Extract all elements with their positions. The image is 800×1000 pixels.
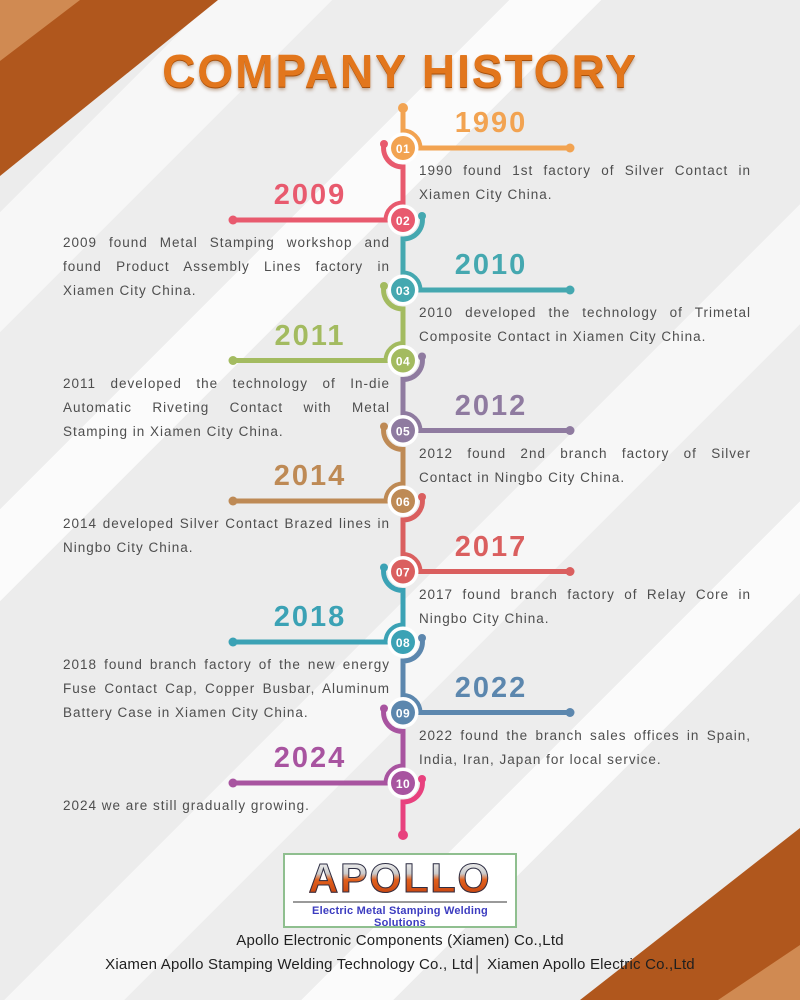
line-end-dot: [228, 215, 238, 225]
item-description: 2024 we are still gradually growing.: [63, 798, 310, 813]
node-number-label: 09: [396, 707, 410, 721]
timeline-end-dot: [398, 830, 408, 840]
year-label: 2010: [454, 249, 528, 281]
year-label: 2017: [454, 530, 528, 563]
year-label: 2018: [273, 601, 347, 633]
line-end-dot: [565, 426, 575, 435]
timeline-node: [391, 208, 415, 232]
timeline-connector: [400, 354, 573, 433]
item-description: 2011 developed the technology of In-die …: [63, 375, 390, 439]
logo-divider: [293, 901, 507, 903]
line-end-dot: [565, 143, 575, 153]
node-number-label: 06: [396, 495, 410, 509]
timeline-connector: [230, 565, 406, 645]
line-end-dot: [565, 567, 575, 576]
item-description: 2022 found the branch sales offices in S…: [419, 727, 751, 767]
hook-start-dot: [418, 634, 426, 642]
node-number-label: 01: [396, 142, 410, 156]
timeline-node: [391, 489, 415, 513]
item-description: 2017 found branch factory of Relay Core …: [419, 586, 751, 626]
timeline-node: [391, 559, 415, 584]
line-end-dot: [228, 496, 238, 506]
timeline-node: [391, 418, 415, 443]
year-label: 2022: [454, 671, 528, 704]
timeline-connector: [230, 706, 406, 786]
item-description: 2012 found 2nd branch factory of Silver …: [419, 445, 751, 485]
node-number-label: 04: [396, 355, 410, 369]
timeline-connector: [230, 141, 406, 223]
page-title: COMPANY HISTORY: [162, 45, 638, 97]
hook-start-dot: [380, 422, 388, 431]
timeline-start-dot: [398, 103, 408, 113]
item-description: 2014 developed Silver Contact Brazed lin…: [63, 516, 390, 555]
timeline-connector: [230, 424, 406, 504]
timeline-connector: [400, 635, 573, 715]
timeline-connector: [400, 494, 573, 574]
line-end-dot: [565, 285, 575, 295]
node-number-label: 05: [396, 425, 410, 439]
year-label: 1990: [454, 107, 528, 139]
timeline-node: [391, 278, 415, 302]
item-description: 2009 found Metal Stamping workshop and f…: [63, 235, 390, 298]
footer-company-line-1: Apollo Electronic Components (Xiamen) Co…: [236, 932, 564, 949]
timeline-connector: [400, 213, 573, 293]
node-number-label: 10: [396, 777, 410, 791]
timeline-node: [391, 136, 415, 160]
item-description: 2018 found branch factory of the new ene…: [63, 657, 390, 720]
timeline-node: [391, 700, 415, 725]
line-end-dot: [565, 708, 575, 717]
item-description: 1990 found 1st factory of Silver Contact…: [419, 163, 751, 202]
year-label: 2014: [273, 460, 347, 492]
timeline-node: [391, 348, 415, 373]
company-logo: APOLLO Electric Metal Stamping Welding S…: [283, 853, 517, 929]
item-description: 2010 developed the technology of Trimeta…: [419, 305, 751, 344]
node-number-label: 07: [396, 566, 410, 580]
year-label: 2012: [454, 389, 528, 422]
node-number-label: 02: [396, 214, 410, 228]
hook-start-dot: [418, 212, 426, 220]
year-label: 2011: [274, 319, 346, 352]
year-label: 2024: [273, 742, 347, 774]
hook-start-dot: [380, 282, 388, 290]
line-end-dot: [228, 356, 238, 365]
hook-start-dot: [418, 775, 426, 783]
hook-start-dot: [418, 493, 426, 501]
footer-company-line-2: Xiamen Apollo Stamping Welding Technolog…: [105, 956, 695, 973]
hook-start-dot: [380, 563, 388, 572]
logo-tagline: Electric Metal Stamping Welding Solution…: [312, 905, 488, 929]
hook-start-dot: [380, 140, 388, 148]
line-end-dot: [228, 778, 238, 788]
timeline-connector: [230, 283, 406, 363]
node-number-label: 08: [396, 636, 410, 650]
hook-start-dot: [380, 704, 388, 713]
year-label: 2009: [273, 179, 347, 211]
timeline-node: [391, 630, 415, 654]
timeline-node: [391, 771, 415, 795]
logo-wordmark: APOLLO: [285, 856, 515, 901]
hook-start-dot: [418, 352, 426, 361]
timeline-connector: [400, 105, 573, 151]
line-end-dot: [228, 637, 238, 647]
node-number-label: 03: [396, 284, 410, 298]
